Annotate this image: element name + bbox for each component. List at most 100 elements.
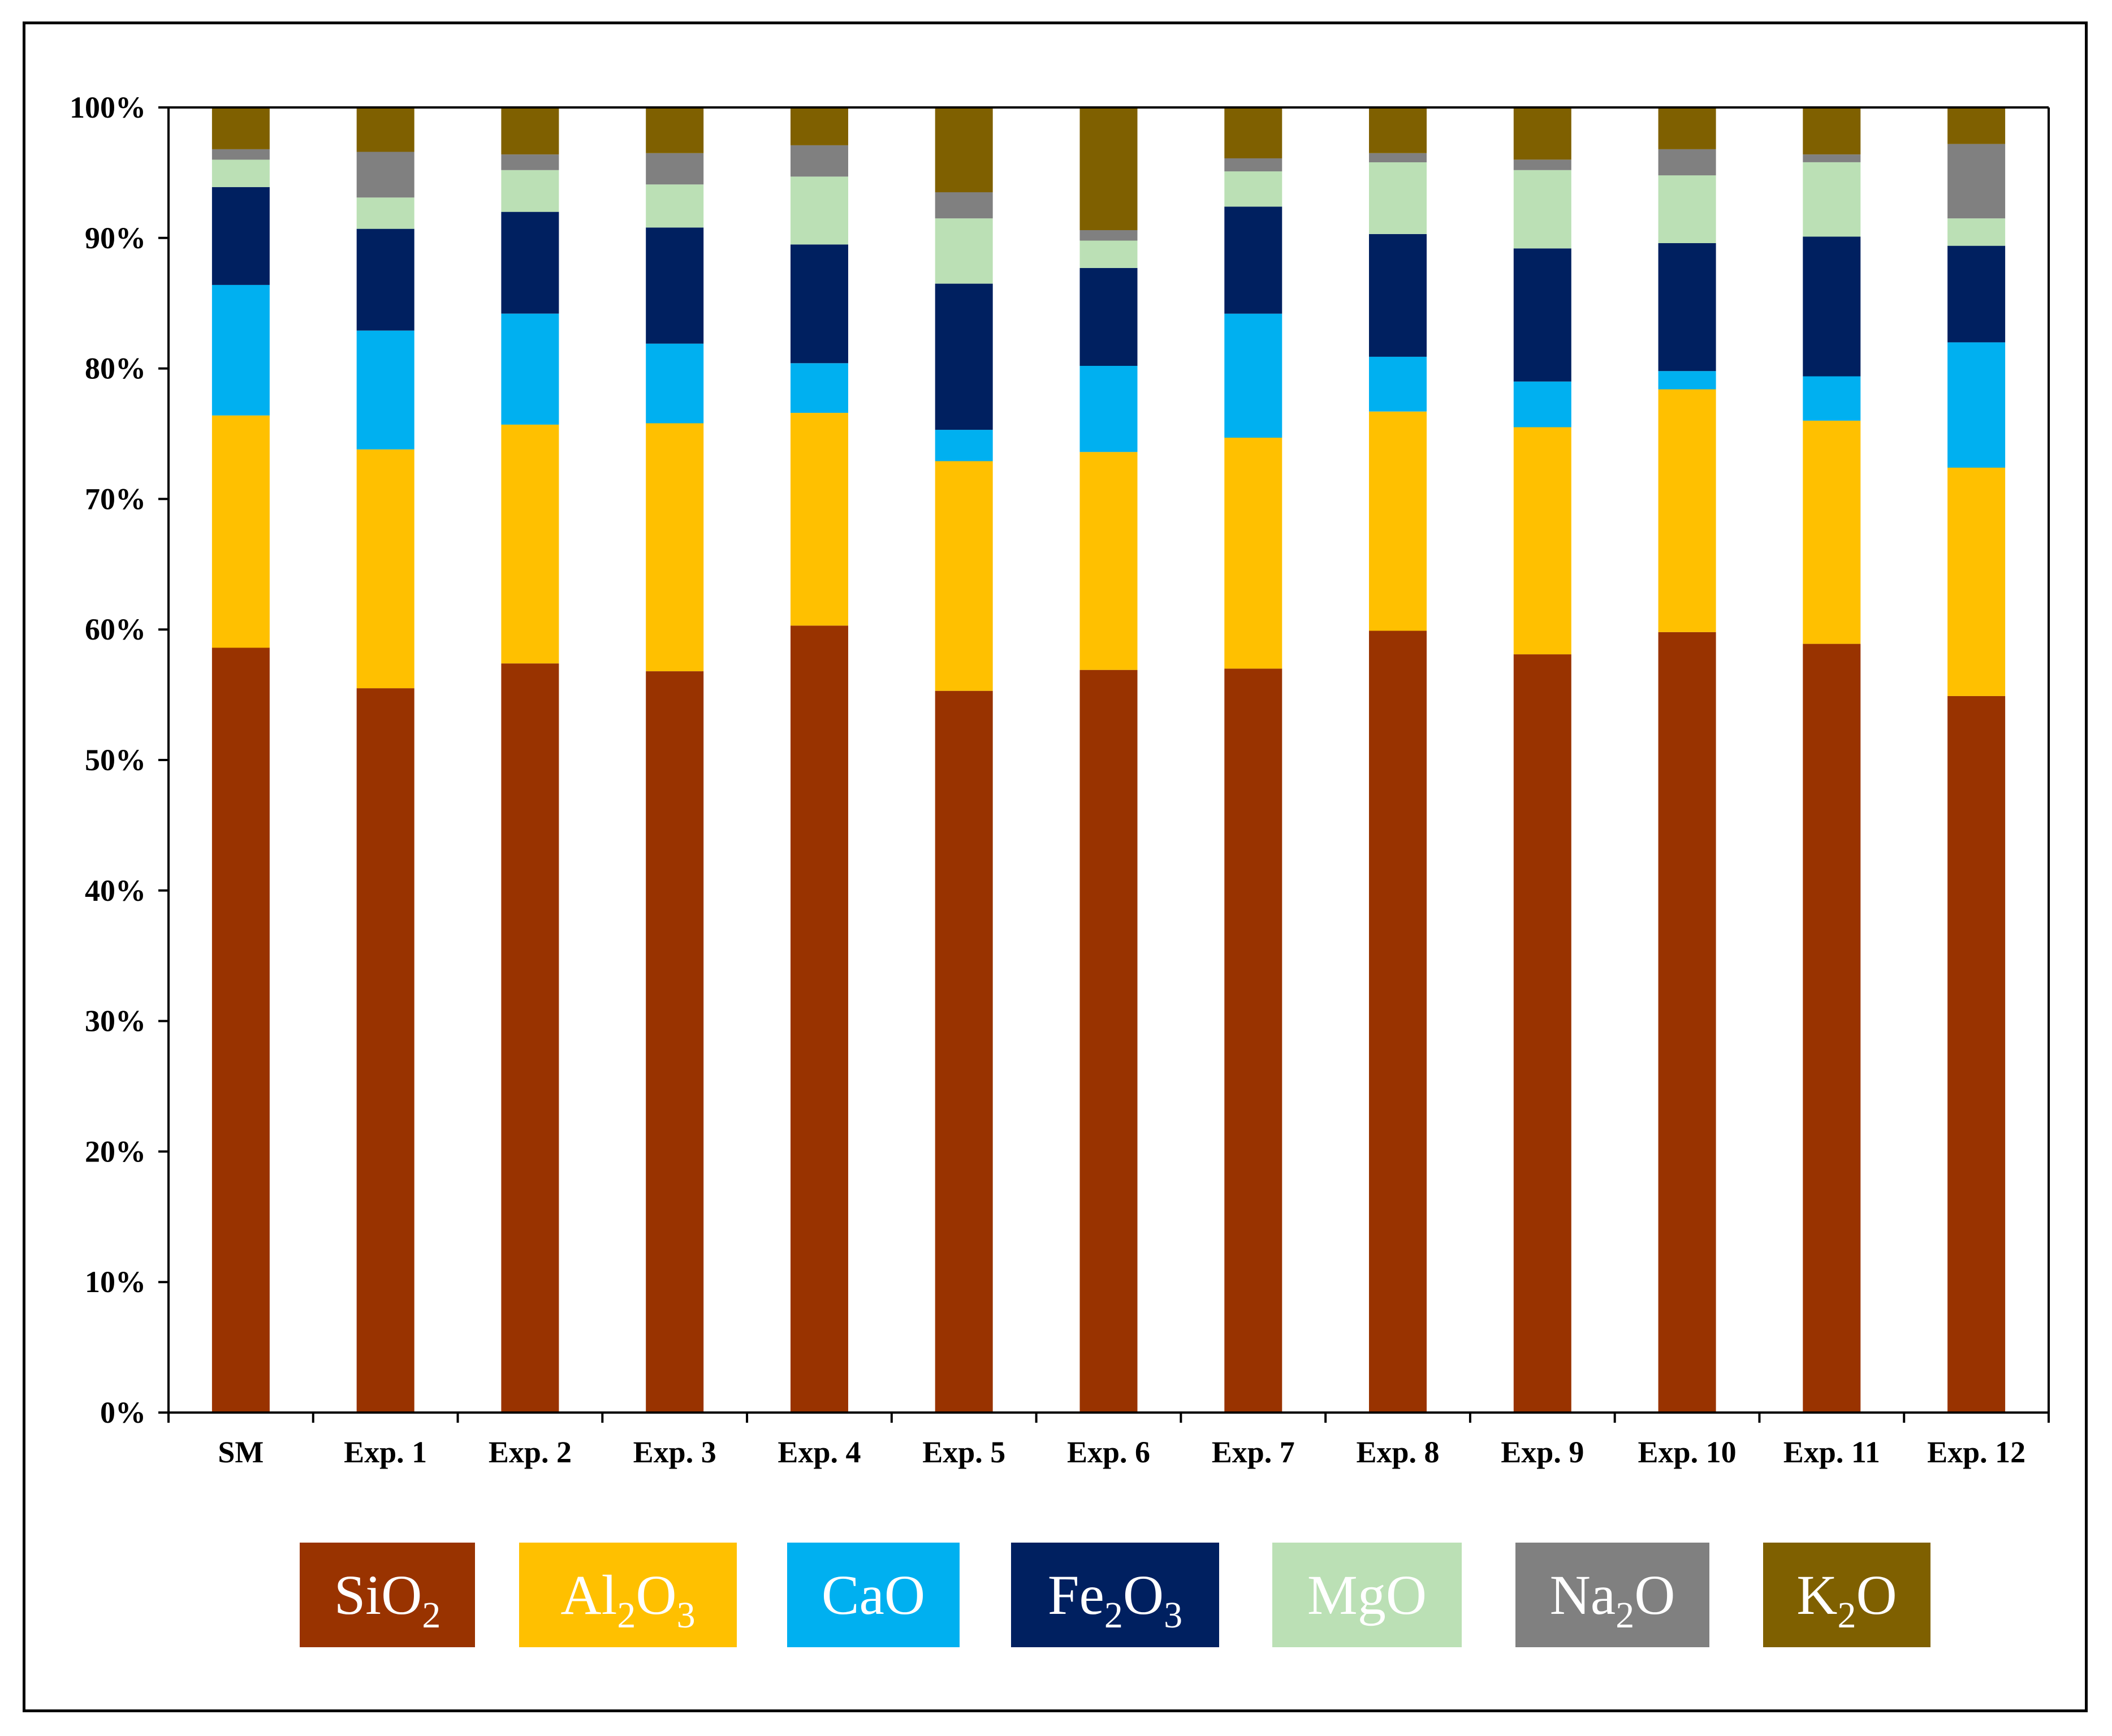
bar-sio2-exp-6 bbox=[1079, 670, 1138, 1413]
bar-fe2o3-exp-4 bbox=[791, 244, 848, 364]
bar-fe2o3-exp-6 bbox=[1079, 267, 1138, 366]
bar-al2o3-exp-4 bbox=[791, 413, 848, 626]
bar-al2o3-exp-11 bbox=[1803, 420, 1861, 644]
x-category-label: Exp. 11 bbox=[1783, 1435, 1880, 1469]
bar-na2o-exp-8 bbox=[1369, 153, 1427, 162]
figure-frame bbox=[23, 21, 2088, 1712]
bar-mgo-exp-11 bbox=[1803, 162, 1861, 237]
bar-k2o-exp-6 bbox=[1079, 107, 1138, 230]
y-tick-label: 90% bbox=[85, 221, 146, 255]
bar-cao-exp-2 bbox=[501, 313, 559, 425]
bar-sio2-exp-11 bbox=[1803, 644, 1861, 1413]
bar-k2o-sm bbox=[211, 107, 270, 149]
bar-sio2-sm bbox=[211, 647, 270, 1413]
bar-na2o-exp-6 bbox=[1079, 230, 1138, 241]
bar-al2o3-exp-1 bbox=[356, 449, 414, 689]
bar-na2o-exp-4 bbox=[791, 145, 848, 177]
y-tick-label: 80% bbox=[85, 352, 146, 386]
bar-cao-exp-1 bbox=[356, 330, 414, 450]
bar-na2o-exp-9 bbox=[1513, 159, 1571, 170]
legend-swatch-al2o3 bbox=[519, 1543, 737, 1647]
bar-k2o-exp-3 bbox=[646, 107, 704, 153]
bar-na2o-exp-11 bbox=[1803, 154, 1861, 162]
bar-cao-exp-8 bbox=[1369, 356, 1427, 412]
bar-na2o-exp-5 bbox=[935, 192, 993, 219]
legend-swatch-fe2o3 bbox=[1011, 1543, 1219, 1647]
bar-fe2o3-exp-8 bbox=[1369, 234, 1427, 357]
bar-sio2-exp-1 bbox=[356, 688, 414, 1413]
y-axis-ticks: 0% 10% 20% 30% 40% 50% 60% 70% 80% 90% 100% bbox=[70, 90, 169, 1430]
x-category-label: Exp. 3 bbox=[633, 1435, 716, 1469]
bar-mgo-sm bbox=[211, 159, 270, 187]
bar-k2o-exp-2 bbox=[501, 107, 559, 155]
x-category-label: Exp. 5 bbox=[922, 1435, 1005, 1469]
bar-al2o3-sm bbox=[211, 415, 270, 648]
legend-swatch-mgo bbox=[1272, 1543, 1462, 1647]
bar-al2o3-exp-3 bbox=[646, 423, 704, 671]
bar-k2o-exp-4 bbox=[791, 107, 848, 145]
bar-sio2-exp-12 bbox=[1947, 696, 2006, 1413]
legend-swatch-sio2 bbox=[300, 1543, 475, 1647]
bar-k2o-exp-10 bbox=[1658, 107, 1716, 149]
legend-label-fe2o3: Fe2O3 bbox=[1048, 1564, 1182, 1636]
bar-mgo-exp-7 bbox=[1224, 171, 1282, 207]
bar-k2o-exp-1 bbox=[356, 107, 414, 152]
bar-sio2-exp-7 bbox=[1224, 668, 1282, 1413]
y-tick-label: 20% bbox=[85, 1134, 146, 1168]
bar-sio2-exp-8 bbox=[1369, 631, 1427, 1413]
x-category-label: Exp. 6 bbox=[1067, 1435, 1150, 1469]
bar-k2o-exp-12 bbox=[1947, 107, 2006, 144]
x-category-label: Exp. 2 bbox=[489, 1435, 572, 1469]
legend-label-sio2: SiO2 bbox=[334, 1564, 441, 1636]
bar-al2o3-exp-5 bbox=[935, 461, 993, 691]
bar-mgo-exp-3 bbox=[646, 184, 704, 228]
x-category-label: Exp. 8 bbox=[1357, 1435, 1440, 1469]
bar-al2o3-exp-7 bbox=[1224, 437, 1282, 669]
bar-cao-exp-6 bbox=[1079, 366, 1138, 452]
y-tick-label: 60% bbox=[85, 612, 146, 646]
bar-cao-exp-5 bbox=[935, 430, 993, 461]
bar-na2o-exp-2 bbox=[501, 154, 559, 170]
bar-fe2o3-exp-1 bbox=[356, 228, 414, 331]
x-category-label: Exp. 7 bbox=[1212, 1435, 1295, 1469]
x-category-label: Exp. 4 bbox=[778, 1435, 861, 1469]
bar-al2o3-exp-2 bbox=[501, 424, 559, 664]
legend-swatch-cao bbox=[787, 1543, 960, 1647]
x-category-label: Exp. 9 bbox=[1501, 1435, 1584, 1469]
bar-mgo-exp-9 bbox=[1513, 170, 1571, 249]
bar-al2o3-exp-6 bbox=[1079, 452, 1138, 670]
y-tick-label: 50% bbox=[85, 743, 146, 777]
bar-sio2-exp-3 bbox=[646, 671, 704, 1413]
bar-al2o3-exp-10 bbox=[1658, 389, 1716, 632]
bar-cao-exp-3 bbox=[646, 343, 704, 424]
legend-swatch-k2o bbox=[1763, 1543, 1930, 1647]
bar-mgo-exp-1 bbox=[356, 197, 414, 229]
bar-fe2o3-exp-10 bbox=[1658, 243, 1716, 372]
bar-sio2-exp-4 bbox=[791, 625, 848, 1413]
bar-mgo-exp-12 bbox=[1947, 218, 2006, 246]
bars-group bbox=[211, 107, 2006, 1413]
x-category-label: Exp. 1 bbox=[344, 1435, 427, 1469]
bar-fe2o3-sm bbox=[211, 187, 270, 285]
y-tick-label: 10% bbox=[85, 1265, 146, 1299]
bar-fe2o3-exp-5 bbox=[935, 283, 993, 430]
bar-mgo-exp-10 bbox=[1658, 175, 1716, 243]
bar-k2o-exp-9 bbox=[1513, 107, 1571, 160]
bar-fe2o3-exp-12 bbox=[1947, 245, 2006, 343]
bar-cao-exp-11 bbox=[1803, 376, 1861, 421]
bar-cao-sm bbox=[211, 284, 270, 416]
bar-k2o-exp-8 bbox=[1369, 107, 1427, 153]
x-category-label: Exp. 12 bbox=[1927, 1435, 2025, 1469]
x-category-label: Exp. 10 bbox=[1638, 1435, 1737, 1469]
bar-al2o3-exp-12 bbox=[1947, 468, 2006, 696]
legend-label-na2o: Na2O bbox=[1550, 1564, 1675, 1636]
bar-na2o-exp-12 bbox=[1947, 144, 2006, 219]
bar-k2o-exp-11 bbox=[1803, 107, 1861, 155]
bar-fe2o3-exp-7 bbox=[1224, 206, 1282, 314]
bar-cao-exp-10 bbox=[1658, 371, 1716, 390]
bar-na2o-exp-7 bbox=[1224, 158, 1282, 172]
bar-mgo-exp-8 bbox=[1369, 162, 1427, 234]
bar-na2o-exp-1 bbox=[356, 152, 414, 198]
bar-na2o-sm bbox=[211, 149, 270, 160]
legend-label-mgo: MgO bbox=[1307, 1564, 1427, 1626]
